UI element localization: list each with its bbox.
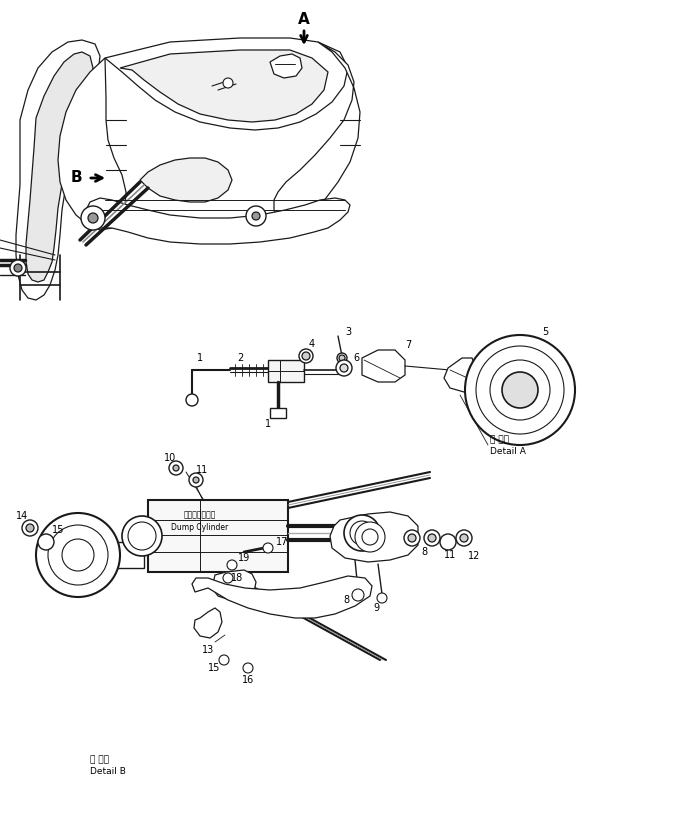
Circle shape xyxy=(490,360,550,420)
Circle shape xyxy=(246,206,266,226)
Circle shape xyxy=(38,534,54,550)
Bar xyxy=(108,542,144,568)
Polygon shape xyxy=(362,350,405,382)
Circle shape xyxy=(186,394,198,406)
Circle shape xyxy=(22,520,38,536)
Circle shape xyxy=(223,78,233,88)
Polygon shape xyxy=(444,358,477,392)
Circle shape xyxy=(193,477,199,483)
Circle shape xyxy=(460,534,468,542)
Circle shape xyxy=(352,589,364,601)
Circle shape xyxy=(243,663,253,673)
Polygon shape xyxy=(330,512,418,562)
Polygon shape xyxy=(16,40,100,300)
Circle shape xyxy=(428,534,436,542)
Text: B: B xyxy=(70,171,82,186)
Circle shape xyxy=(252,212,260,220)
Circle shape xyxy=(36,513,120,597)
Circle shape xyxy=(336,360,352,376)
Circle shape xyxy=(128,522,156,550)
Text: 16: 16 xyxy=(242,675,254,685)
Circle shape xyxy=(62,539,94,571)
Text: 14: 14 xyxy=(16,511,28,521)
Circle shape xyxy=(173,465,179,471)
Circle shape xyxy=(350,521,374,545)
Text: 1: 1 xyxy=(197,353,203,363)
Text: 13: 13 xyxy=(202,645,214,655)
Circle shape xyxy=(122,516,162,556)
Text: 5: 5 xyxy=(542,327,548,337)
Text: 11: 11 xyxy=(444,550,456,560)
Circle shape xyxy=(302,352,310,360)
Text: Detail A: Detail A xyxy=(490,447,526,456)
Text: ダンプシリンダ: ダンプシリンダ xyxy=(184,511,216,519)
Circle shape xyxy=(299,349,313,363)
Text: 1: 1 xyxy=(265,419,271,429)
Text: 2: 2 xyxy=(237,353,243,363)
Circle shape xyxy=(219,655,229,665)
Circle shape xyxy=(502,372,538,408)
Polygon shape xyxy=(120,50,328,122)
Circle shape xyxy=(465,335,575,445)
Text: 7: 7 xyxy=(405,340,411,350)
Circle shape xyxy=(339,355,345,361)
Circle shape xyxy=(456,530,472,546)
Circle shape xyxy=(340,364,348,372)
Polygon shape xyxy=(194,608,222,638)
Polygon shape xyxy=(58,58,126,230)
Circle shape xyxy=(81,206,105,230)
Circle shape xyxy=(10,260,26,276)
Polygon shape xyxy=(26,52,93,282)
Text: 15: 15 xyxy=(208,663,220,673)
Bar xyxy=(268,360,304,382)
Polygon shape xyxy=(212,570,256,600)
Text: 18: 18 xyxy=(231,573,243,583)
Bar xyxy=(270,408,286,418)
Circle shape xyxy=(476,346,564,434)
Text: 9: 9 xyxy=(373,603,379,613)
Circle shape xyxy=(344,515,380,551)
Text: 6: 6 xyxy=(353,353,359,363)
Circle shape xyxy=(263,543,273,553)
Circle shape xyxy=(48,525,108,585)
Circle shape xyxy=(223,573,233,583)
Bar xyxy=(148,500,288,572)
Polygon shape xyxy=(105,38,348,130)
Text: 8: 8 xyxy=(343,595,349,605)
Text: 17: 17 xyxy=(276,537,288,547)
Text: Detail B: Detail B xyxy=(90,767,126,777)
Circle shape xyxy=(337,353,347,363)
Polygon shape xyxy=(274,42,360,222)
Circle shape xyxy=(362,529,378,545)
Text: A: A xyxy=(298,13,310,28)
Text: 8: 8 xyxy=(421,547,427,557)
Circle shape xyxy=(88,213,98,223)
Text: 3: 3 xyxy=(345,327,351,337)
Text: Ｂ 詳細: Ｂ 詳細 xyxy=(90,756,109,764)
Circle shape xyxy=(440,534,456,550)
Circle shape xyxy=(408,534,416,542)
Text: Ａ 詳細: Ａ 詳細 xyxy=(490,436,509,445)
Text: 19: 19 xyxy=(238,553,250,563)
Circle shape xyxy=(404,530,420,546)
Polygon shape xyxy=(86,198,350,244)
Circle shape xyxy=(14,264,22,272)
Circle shape xyxy=(377,593,387,603)
Text: 10: 10 xyxy=(164,453,176,463)
Polygon shape xyxy=(270,54,302,78)
Polygon shape xyxy=(192,576,372,618)
Circle shape xyxy=(189,473,203,487)
Circle shape xyxy=(227,560,237,570)
Text: 4: 4 xyxy=(309,339,315,349)
Circle shape xyxy=(355,522,385,552)
Text: Dump Cylinder: Dump Cylinder xyxy=(172,523,228,533)
Polygon shape xyxy=(140,158,232,202)
Text: 15: 15 xyxy=(52,525,64,535)
Text: 11: 11 xyxy=(196,465,208,475)
Circle shape xyxy=(424,530,440,546)
Circle shape xyxy=(169,461,183,475)
Circle shape xyxy=(26,524,34,532)
Text: 12: 12 xyxy=(468,551,480,561)
